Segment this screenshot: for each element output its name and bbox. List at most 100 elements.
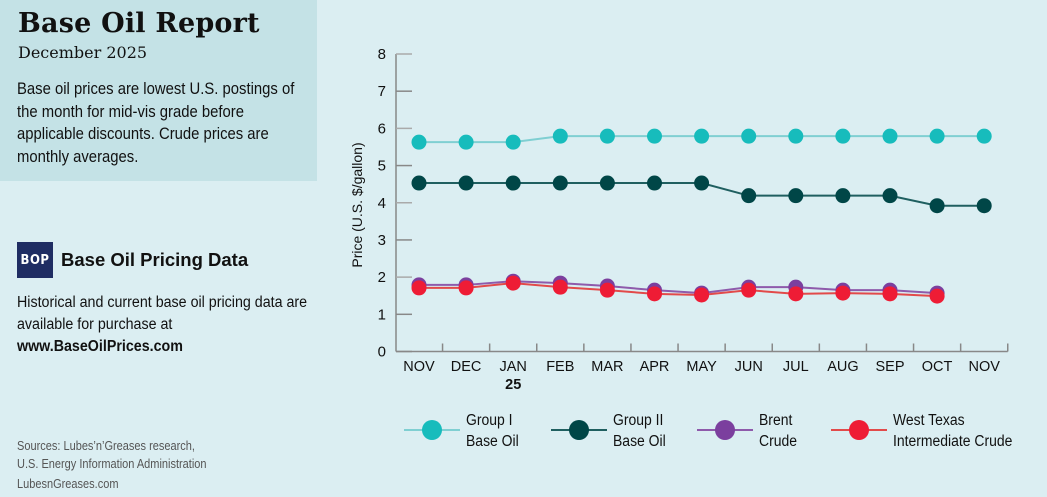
chart-series-lines: [419, 135, 985, 298]
x-year-label: 25: [505, 377, 521, 393]
y-tick-label: 2: [378, 269, 386, 286]
data-point-west-texas-intermediate-crude: [458, 280, 474, 296]
data-point-group-ii-base-oil: [788, 188, 804, 204]
data-point-group-i-base-oil: [882, 128, 898, 144]
data-point-group-i-base-oil: [458, 134, 474, 150]
y-tick-label: 1: [378, 306, 386, 323]
legend-item: Group II Base Oil: [551, 410, 672, 452]
bop-logo: BOP: [17, 242, 53, 278]
legend-label-line-1: Brent: [759, 412, 793, 429]
data-point-west-texas-intermediate-crude: [882, 286, 898, 302]
x-tick-label: JUN: [735, 359, 763, 375]
sources-line-2: U.S. Energy Information Administration: [17, 457, 207, 471]
x-tick-label: DEC: [451, 359, 482, 375]
site-credit: LubesnGreases.com: [17, 477, 119, 491]
legend-label-line-2: Base Oil: [466, 433, 519, 450]
data-point-west-texas-intermediate-crude: [411, 280, 427, 296]
promo-title: Base Oil Pricing Data: [61, 249, 249, 270]
legend-swatch-icon: [404, 410, 460, 452]
series-line-brent-crude: [419, 280, 938, 295]
x-tick-label: APR: [640, 359, 670, 375]
data-point-west-texas-intermediate-crude: [599, 282, 615, 298]
data-point-group-i-base-oil: [647, 128, 662, 144]
y-tick-label: 4: [378, 195, 386, 212]
report-date: December 2025: [18, 43, 148, 62]
data-point-group-ii-base-oil: [647, 175, 662, 191]
data-point-west-texas-intermediate-crude: [835, 285, 851, 301]
legend-label-line-2: Crude: [759, 433, 797, 450]
chart-series-markers: [411, 128, 992, 304]
series-line-west-texas-intermediate-crude: [419, 282, 938, 298]
data-point-group-ii-base-oil: [505, 175, 521, 191]
data-point-group-i-base-oil: [741, 128, 757, 144]
data-point-west-texas-intermediate-crude: [929, 288, 945, 304]
data-point-group-ii-base-oil: [929, 198, 945, 214]
data-point-group-ii-base-oil: [458, 175, 474, 191]
chart-axes: 0 1 2 3 4 5 6 7 8 NOV DEC JAN FEB MAR APR MAY JUN JUL AUG S…: [378, 46, 1009, 393]
y-tick-label: 5: [378, 158, 386, 175]
x-tick-label: JUL: [783, 359, 809, 375]
legend-item: Group I Base Oil: [404, 410, 525, 452]
data-point-group-i-base-oil: [929, 128, 945, 144]
y-tick-label: 3: [378, 232, 386, 249]
x-tick-label: AUG: [827, 359, 858, 375]
legend-item: West Texas Intermediate Crude: [831, 410, 1026, 452]
data-point-group-ii-base-oil: [976, 198, 992, 214]
data-point-west-texas-intermediate-crude: [647, 286, 662, 302]
report-title: Base Oil Report: [18, 8, 260, 39]
data-point-group-ii-base-oil: [411, 175, 427, 191]
intro-text: Base oil prices are lowest U.S. postings…: [17, 80, 295, 166]
promo-text: Historical and current base oil pricing …: [17, 292, 330, 358]
data-point-group-i-base-oil: [505, 134, 521, 150]
sources-line-1: Sources: Lubes’n’Greases research,: [17, 439, 195, 453]
data-point-west-texas-intermediate-crude: [505, 275, 521, 291]
legend-swatch-icon: [551, 410, 607, 452]
data-point-group-ii-base-oil: [599, 175, 615, 191]
x-tick-label: MAY: [686, 359, 717, 375]
legend-label: Group II Base Oil: [613, 410, 666, 452]
y-tick-label: 7: [378, 83, 386, 100]
data-point-group-i-base-oil: [835, 128, 851, 144]
y-tick-label: 8: [378, 46, 386, 63]
data-point-group-i-base-oil: [976, 128, 992, 144]
legend-label-line-1: Group II: [613, 412, 664, 429]
data-point-group-ii-base-oil: [694, 175, 710, 191]
x-tick-label: MAR: [591, 359, 623, 375]
legend-label-line-2: Base Oil: [613, 433, 666, 450]
y-tick-label: 6: [378, 120, 386, 137]
legend-label-line-1: West Texas: [893, 412, 965, 429]
legend-swatch-icon: [831, 410, 887, 452]
data-point-group-ii-base-oil: [741, 188, 757, 204]
sources-note: Sources: Lubes’n’Greases research, U.S. …: [17, 437, 299, 473]
y-tick-label: 0: [378, 344, 386, 361]
x-tick-label: NOV: [403, 359, 435, 375]
x-tick-label: SEP: [875, 359, 904, 375]
data-point-group-i-base-oil: [599, 128, 615, 144]
data-point-west-texas-intermediate-crude: [788, 286, 804, 302]
data-point-group-i-base-oil: [411, 134, 427, 150]
legend-label: Group I Base Oil: [466, 410, 519, 452]
x-tick-label: JAN: [499, 359, 526, 375]
data-point-west-texas-intermediate-crude: [694, 287, 710, 303]
data-point-group-ii-base-oil: [552, 175, 568, 191]
legend-label-line-1: Group I: [466, 412, 513, 429]
header-panel: [0, 0, 317, 181]
data-point-west-texas-intermediate-crude: [552, 279, 568, 295]
legend-item: Brent Crude: [697, 410, 801, 452]
data-point-group-i-base-oil: [788, 128, 804, 144]
data-point-group-ii-base-oil: [882, 188, 898, 204]
y-axis-label: Price (U.S. $/gallon): [349, 142, 365, 267]
data-point-group-i-base-oil: [694, 128, 710, 144]
legend-label-line-2: Intermediate Crude: [893, 433, 1013, 450]
promo-description: Historical and current base oil pricing …: [17, 294, 308, 333]
legend-swatch-icon: [697, 410, 753, 452]
data-point-group-ii-base-oil: [835, 188, 851, 204]
x-tick-label: FEB: [546, 359, 574, 375]
data-point-group-i-base-oil: [552, 128, 568, 144]
legend-label: Brent Crude: [759, 410, 797, 452]
x-tick-label: NOV: [968, 359, 1000, 375]
x-tick-label: OCT: [922, 359, 953, 375]
promo-url-link[interactable]: www.BaseOilPrices.com: [17, 338, 183, 355]
legend-label: West Texas Intermediate Crude: [893, 410, 1012, 452]
